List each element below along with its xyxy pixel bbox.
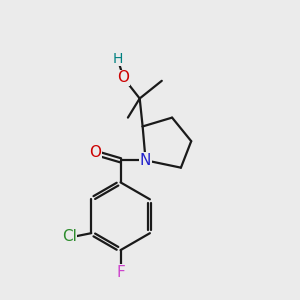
Text: H: H (112, 52, 123, 66)
Text: O: O (118, 70, 130, 86)
Text: O: O (89, 146, 101, 160)
Text: N: N (140, 153, 151, 168)
Text: Cl: Cl (62, 229, 76, 244)
Text: F: F (116, 265, 125, 280)
